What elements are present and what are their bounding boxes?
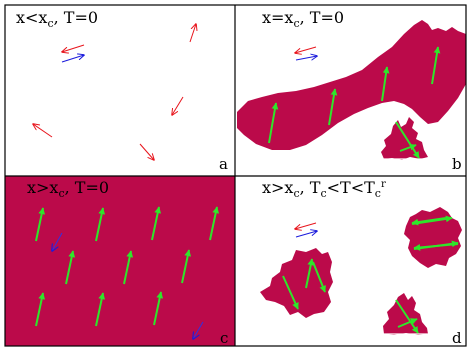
panel-frame bbox=[4, 4, 467, 347]
panel-a bbox=[33, 24, 196, 160]
spin-arrow bbox=[65, 250, 76, 285]
panel-d-label: d bbox=[452, 329, 462, 347]
spin-arrow bbox=[33, 124, 53, 138]
panel-b-title: x=xc, T=0 bbox=[262, 8, 344, 30]
spin-arrow bbox=[181, 249, 192, 284]
spin-arrow bbox=[62, 44, 85, 52]
panel-b bbox=[237, 20, 466, 160]
spin-arrow bbox=[95, 292, 106, 327]
spin-arrow bbox=[381, 66, 390, 102]
spin-arrow bbox=[328, 88, 338, 126]
spin-arrow bbox=[399, 143, 417, 152]
spin-arrow bbox=[413, 240, 459, 250]
spin-arrow bbox=[139, 143, 154, 160]
ordered-domain bbox=[5, 176, 235, 346]
panel-b-label: b bbox=[452, 155, 462, 173]
spin-arrow bbox=[411, 215, 453, 225]
spin-arrow bbox=[395, 121, 420, 159]
spin-arrow bbox=[153, 291, 164, 326]
panel-c bbox=[5, 176, 235, 346]
panel-c-label: c bbox=[220, 329, 228, 347]
spin-arrow bbox=[172, 96, 184, 115]
green-spins bbox=[282, 215, 459, 334]
blue-spins bbox=[52, 232, 204, 339]
panel-a-title: x<xc, T=0 bbox=[16, 8, 98, 30]
spin-arrow bbox=[268, 102, 279, 144]
spin-arrow bbox=[282, 275, 299, 310]
spin-arrow bbox=[35, 207, 46, 242]
spin-arrow bbox=[52, 232, 63, 251]
spin-arrow bbox=[189, 24, 196, 43]
spin-arrow bbox=[312, 261, 326, 293]
red-spins bbox=[33, 24, 196, 160]
panel-a-label: a bbox=[219, 155, 228, 173]
spin-arrow-red bbox=[295, 46, 317, 53]
panel-d-title: x>xc, Tc<T<Tcr bbox=[262, 178, 386, 200]
spin-arrow bbox=[193, 321, 204, 339]
spin-arrow-blue bbox=[295, 56, 317, 60]
green-spins bbox=[268, 46, 441, 159]
isolated-cluster bbox=[381, 117, 428, 160]
panel-c-title: x>xc, T=0 bbox=[27, 178, 109, 200]
spin-arrow bbox=[305, 258, 315, 289]
spin-arrow bbox=[431, 46, 441, 85]
panel-d bbox=[260, 207, 462, 335]
spin-arrow-blue bbox=[295, 231, 317, 238]
spin-arrow bbox=[95, 207, 106, 242]
spin-arrow-red bbox=[295, 222, 317, 229]
spin-arrow bbox=[209, 206, 220, 241]
cluster-right bbox=[404, 207, 462, 268]
spin-arrow bbox=[123, 250, 134, 285]
spin-arrow bbox=[151, 206, 162, 241]
spin-arrow-blue bbox=[61, 55, 84, 63]
spin-arrow bbox=[35, 292, 46, 327]
spin-arrow bbox=[397, 318, 418, 328]
spin-arrow bbox=[395, 299, 419, 334]
percolating-cluster bbox=[237, 20, 466, 150]
green-spins bbox=[35, 206, 220, 327]
